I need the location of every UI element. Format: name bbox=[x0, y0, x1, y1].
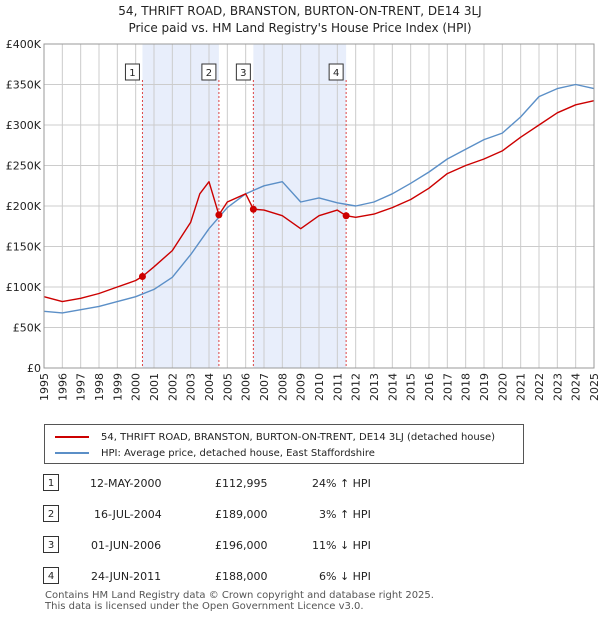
footer-copyright: Contains HM Land Registry data © Crown c… bbox=[45, 590, 434, 601]
sale-point bbox=[249, 205, 257, 213]
x-tick-label: 2009 bbox=[295, 373, 308, 401]
sale-point bbox=[138, 272, 146, 280]
sale-marker-box bbox=[235, 63, 251, 81]
sale-number: 1 bbox=[43, 474, 59, 491]
table-row: 2 16-JUL-2004 £189,000 3% ↑ HPI bbox=[0, 505, 600, 525]
footer-licence: This data is licensed under the Open Gov… bbox=[45, 601, 364, 612]
sale-date: 16-JUL-2004 bbox=[94, 508, 162, 521]
y-tick-label: £0 bbox=[27, 362, 41, 375]
legend-property-label: 54, THRIFT ROAD, BRANSTON, BURTON-ON-TRE… bbox=[101, 431, 496, 443]
sale-marker-label: 2 bbox=[206, 68, 212, 79]
x-tick-label: 2013 bbox=[368, 373, 381, 401]
y-tick-label: £150K bbox=[6, 241, 42, 254]
legend-item-hpi: HPI: Average price, detached house, East… bbox=[55, 445, 375, 461]
x-tick-label: 2020 bbox=[496, 373, 509, 401]
x-tick-label: 2007 bbox=[258, 373, 271, 401]
sale-point bbox=[215, 211, 223, 219]
legend: 54, THRIFT ROAD, BRANSTON, BURTON-ON-TRE… bbox=[44, 424, 524, 464]
y-tick-label: £300K bbox=[6, 119, 42, 132]
table-row: 1 12-MAY-2000 £112,995 24% ↑ HPI bbox=[0, 474, 600, 494]
y-tick-label: £100K bbox=[6, 281, 42, 294]
sale-marker-label: 3 bbox=[240, 68, 246, 79]
sale-hpi: 24% ↑ HPI bbox=[312, 477, 371, 490]
x-tick-label: 2001 bbox=[148, 373, 161, 401]
table-row: 3 01-JUN-2006 £196,000 11% ↓ HPI bbox=[0, 536, 600, 556]
x-tick-label: 2003 bbox=[185, 373, 198, 401]
plot-border bbox=[43, 43, 595, 369]
sale-price: £196,000 bbox=[215, 539, 268, 552]
x-tick-label: 2016 bbox=[423, 373, 436, 401]
sale-price: £188,000 bbox=[215, 570, 268, 583]
sale-marker-box bbox=[201, 63, 217, 81]
sale-date: 24-JUN-2011 bbox=[91, 570, 162, 583]
x-tick-label: 2005 bbox=[221, 373, 234, 401]
x-tick-label: 2021 bbox=[515, 373, 528, 401]
x-tick-label: 1996 bbox=[56, 373, 69, 401]
x-tick-label: 1998 bbox=[93, 373, 106, 401]
chart-subtitle: Price paid vs. HM Land Registry's House … bbox=[128, 21, 472, 35]
y-tick-label: £250K bbox=[6, 160, 42, 173]
x-tick-label: 2002 bbox=[166, 373, 179, 401]
sale-marker-label: 1 bbox=[129, 68, 135, 79]
hpi-line-swatch bbox=[55, 452, 89, 454]
chart-title: 54, THRIFT ROAD, BRANSTON, BURTON-ON-TRE… bbox=[118, 4, 482, 18]
sale-number: 4 bbox=[43, 567, 59, 584]
x-tick-label: 2023 bbox=[551, 373, 564, 401]
sale-marker-label: 4 bbox=[333, 68, 339, 79]
y-tick-label: £350K bbox=[6, 79, 42, 92]
x-tick-label: 1999 bbox=[111, 373, 124, 401]
x-tick-label: 1995 bbox=[38, 373, 51, 401]
x-tick-label: 2015 bbox=[405, 373, 418, 401]
sale-hpi: 11% ↓ HPI bbox=[312, 539, 371, 552]
y-tick-label: £50K bbox=[13, 322, 42, 335]
sale-hpi: 6% ↓ HPI bbox=[319, 570, 371, 583]
sale-number: 3 bbox=[43, 536, 59, 553]
x-tick-label: 2025 bbox=[588, 373, 600, 401]
sale-price: £112,995 bbox=[215, 477, 268, 490]
sale-marker-box bbox=[124, 63, 140, 81]
x-tick-label: 2024 bbox=[570, 373, 583, 401]
x-tick-label: 2018 bbox=[460, 373, 473, 401]
x-tick-label: 2012 bbox=[350, 373, 363, 401]
legend-hpi-label: HPI: Average price, detached house, East… bbox=[101, 447, 375, 459]
y-tick-label: £400K bbox=[6, 38, 42, 51]
x-tick-label: 2000 bbox=[130, 373, 143, 401]
x-tick-label: 1997 bbox=[75, 373, 88, 401]
legend-item-property: 54, THRIFT ROAD, BRANSTON, BURTON-ON-TRE… bbox=[55, 429, 495, 445]
table-row: 4 24-JUN-2011 £188,000 6% ↓ HPI bbox=[0, 567, 600, 587]
x-tick-label: 2014 bbox=[386, 373, 399, 401]
x-tick-label: 2008 bbox=[276, 373, 289, 401]
sale-point bbox=[342, 212, 350, 220]
property-line-swatch bbox=[55, 436, 89, 438]
hpi-line bbox=[43, 83, 595, 314]
x-tick-label: 2010 bbox=[313, 373, 326, 401]
y-tick-label: £200K bbox=[6, 200, 42, 213]
x-tick-label: 2022 bbox=[533, 373, 546, 401]
price-chart: £0 £50K £100K £150K £200K £250K £300K £350K £400… bbox=[6, 38, 600, 401]
x-tick-label: 2019 bbox=[478, 373, 491, 401]
x-tick-label: 2017 bbox=[441, 373, 454, 401]
x-tick-label: 2004 bbox=[203, 373, 216, 401]
sale-price: £189,000 bbox=[215, 508, 268, 521]
x-tick-label: 2011 bbox=[331, 373, 344, 401]
x-tick-label: 2006 bbox=[240, 373, 253, 401]
sale-hpi: 3% ↑ HPI bbox=[319, 508, 371, 521]
sale-date: 12-MAY-2000 bbox=[90, 477, 162, 490]
sale-number: 2 bbox=[43, 505, 59, 522]
sale-marker-box bbox=[328, 63, 344, 81]
sale-date: 01-JUN-2006 bbox=[91, 539, 162, 552]
